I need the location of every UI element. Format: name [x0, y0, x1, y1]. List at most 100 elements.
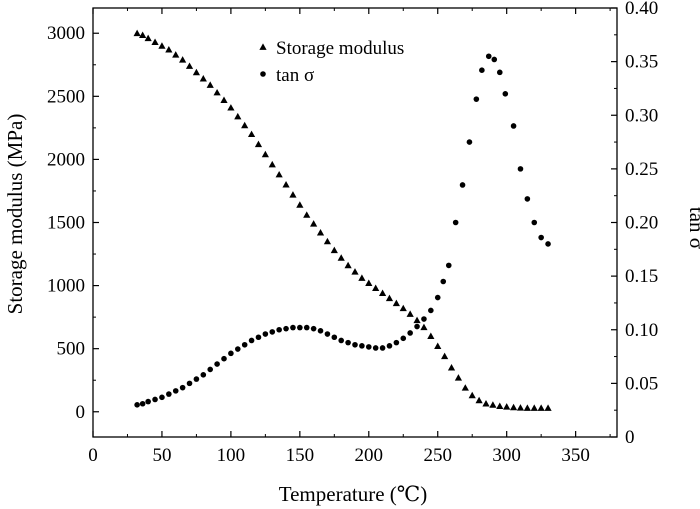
tan-sigma-point [434, 294, 441, 301]
storage-modulus-point [503, 403, 511, 410]
tan-sigma-point [145, 398, 151, 405]
tan-sigma-point [485, 53, 492, 60]
tan-sigma-point [276, 326, 282, 333]
legend-triangle-marker [259, 43, 267, 50]
tan-sigma-point [510, 123, 517, 129]
tan-sigma-point [317, 328, 324, 334]
storage-modulus-point [544, 404, 552, 411]
storage-modulus-point [227, 104, 235, 111]
y-left-tick-label: 2500 [47, 86, 85, 107]
y-right-tick-label: 0.15 [625, 266, 658, 287]
storage-modulus-point [468, 391, 476, 399]
plot-frame [92, 7, 618, 438]
tan-sigma-point [331, 334, 338, 341]
plot-area [92, 7, 618, 438]
tan-sigma-point [517, 166, 524, 172]
y-left-tick-label: 0 [76, 402, 86, 423]
storage-modulus-point [344, 261, 352, 269]
storage-modulus-point [434, 342, 442, 350]
storage-modulus-point [489, 401, 497, 408]
x-tick-label: 250 [423, 445, 452, 466]
y-right-tick-label: 0.30 [625, 105, 658, 126]
y-axis-left: 0 500 1000 1500 2000 2500 3000 [47, 23, 99, 423]
y-left-tick-label: 1000 [47, 276, 85, 297]
tan-sigma-point [269, 329, 276, 335]
tan-sigma-point [241, 341, 248, 348]
storage-modulus-point [358, 274, 366, 281]
tan-sigma-point [359, 343, 365, 349]
tan-sigma-point [255, 334, 262, 341]
storage-modulus-point [461, 384, 469, 391]
storage-modulus-point [420, 323, 428, 331]
y-axis-right: 0 0.05 0.10 0.15 0.20 0.25 0.30 0.35 0.40 [611, 0, 658, 448]
storage-modulus-point [482, 399, 490, 407]
tan-sigma-point [221, 355, 227, 362]
storage-modulus-point [351, 268, 359, 275]
tan-sigma-point [248, 337, 255, 344]
storage-modulus-point [330, 246, 338, 254]
x-tick-label: 50 [152, 445, 171, 466]
storage-modulus-point [523, 404, 531, 411]
tan-sigma-point [186, 380, 193, 387]
storage-modulus-point [254, 140, 263, 148]
tan-sigma-point [290, 324, 296, 331]
storage-modulus-point [372, 284, 380, 291]
tan-sigma-point [372, 345, 379, 351]
storage-modulus-point [413, 316, 421, 324]
storage-modulus-point [475, 396, 483, 404]
y-left-tick-label: 1500 [47, 213, 85, 234]
storage-modulus-point [192, 68, 201, 76]
tan-sigma-point [352, 341, 358, 348]
storage-modulus-point [406, 310, 414, 317]
tan-sigma-point [538, 234, 544, 241]
tan-sigma-point [531, 219, 538, 226]
storage-modulus-point [509, 403, 518, 411]
storage-modulus-point [530, 404, 538, 411]
storage-modulus-point [282, 181, 290, 188]
x-tick-label: 0 [88, 445, 98, 466]
storage-modulus-point [275, 170, 283, 178]
storage-modulus-point [392, 299, 400, 307]
storage-modulus-point [247, 130, 256, 138]
storage-modulus-point [447, 364, 456, 371]
storage-modulus-point [144, 34, 152, 42]
tan-sigma-point [393, 339, 400, 346]
legend-circle-marker [260, 71, 266, 77]
storage-modulus-point [378, 289, 387, 297]
tan-sigma-point [428, 307, 434, 314]
y-left-tick-label: 2000 [47, 149, 85, 170]
tan-sigma-point [440, 278, 447, 285]
x-axis-title: Temperature (℃) [279, 482, 428, 506]
tan-sigma-point [228, 350, 234, 357]
x-tick-label: 300 [492, 445, 521, 466]
tan-sigma-point [502, 91, 509, 97]
tan-sigma-point [310, 325, 317, 332]
storage-modulus-point [241, 121, 249, 129]
storage-modulus-point [310, 220, 318, 227]
storage-modulus-point [537, 404, 545, 411]
y-right-tick-label: 0.40 [625, 0, 658, 19]
tan-sigma-point [166, 391, 172, 397]
tan-sigma-point [445, 262, 452, 269]
storage-modulus-point [213, 88, 221, 96]
storage-modulus-point [206, 81, 214, 88]
y-right-tick-label: 0.05 [625, 373, 658, 394]
tan-sigma-point [545, 241, 551, 247]
storage-modulus-point [427, 332, 435, 339]
x-tick-label: 200 [355, 445, 384, 466]
tan-sigma-point [400, 335, 407, 342]
tan-sigma-point [414, 323, 420, 330]
storage-modulus-point [151, 38, 159, 45]
tan-sigma-point [179, 384, 186, 391]
tan-sigma-point [152, 396, 158, 403]
storage-modulus-point [323, 237, 332, 245]
tan-sigma-point [234, 346, 241, 352]
storage-modulus-point [165, 46, 173, 53]
tan-sigma-point [452, 219, 459, 226]
storage-modulus-point [496, 402, 504, 409]
tan-sigma-point [379, 345, 386, 351]
tan-sigma-point [207, 366, 214, 373]
legend-label: tan σ [276, 65, 314, 86]
tan-sigma-point [214, 361, 220, 367]
